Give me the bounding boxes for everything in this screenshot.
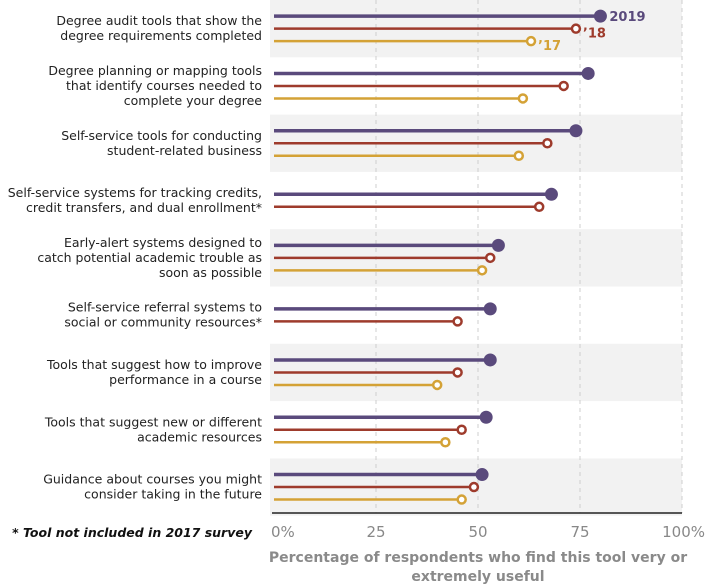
category-label: Guidance about courses you might: [43, 472, 262, 487]
lollipop-dot-2019: [475, 468, 489, 482]
x-axis-title: extremely useful: [411, 569, 544, 585]
legend-label-2017: ’17: [538, 39, 561, 54]
legend-label-2019: 2019: [609, 10, 645, 25]
lollipop-dot-2019: [544, 187, 558, 201]
category-label: credit transfers, and dual enrollment*: [26, 200, 262, 215]
legend-label-2018: ’18: [583, 27, 606, 42]
category-label: performance in a course: [109, 372, 262, 387]
category-label: student-related business: [107, 143, 262, 158]
lollipop-dot-2018: [452, 367, 463, 378]
category-label: that identify courses needed to: [66, 78, 262, 93]
lollipop-dot-2019: [581, 66, 595, 80]
lollipop-dot-2017: [476, 265, 488, 276]
category-label: soon as possible: [159, 265, 262, 280]
lollipop-dot-2018: [558, 80, 569, 92]
category-label: Early-alert systems designed to: [64, 235, 262, 250]
lollipop-dot-2018: [452, 316, 463, 327]
category-label: Tools that suggest new or different: [44, 414, 262, 429]
lollipop-dot-2017: [525, 35, 537, 47]
lollipop-dot-2019: [479, 410, 493, 424]
category-label: Self-service systems for tracking credit…: [8, 185, 262, 200]
category-label: Degree audit tools that show the: [56, 13, 262, 28]
category-label: catch potential academic trouble as: [37, 250, 262, 265]
lollipop-dot-2019: [491, 238, 505, 252]
x-tick-label: 100%: [662, 523, 705, 541]
lollipop-dot-2019: [569, 124, 583, 138]
lollipop-dot-2019: [483, 302, 497, 316]
category-label: complete your degree: [124, 93, 263, 108]
x-tick-label: 75: [570, 523, 589, 541]
category-label: social or community resources*: [64, 315, 262, 330]
lollipop-dot-2017: [513, 150, 525, 161]
category-label: consider taking in the future: [84, 487, 262, 502]
lollipop-dot-2019: [483, 353, 497, 367]
category-label: Self-service referral systems to: [68, 300, 262, 315]
lollipop-dot-2018: [456, 424, 467, 435]
lollipop-dot-2018: [533, 201, 545, 213]
x-tick-label: 0%: [271, 523, 295, 541]
lollipop-dot-2018: [570, 23, 582, 34]
footnote: * Tool not included in 2017 survey: [12, 525, 253, 540]
category-label: Tools that suggest how to improve: [46, 357, 262, 372]
category-label: Self-service tools for conducting: [61, 128, 262, 143]
lollipop-dot-2017: [431, 379, 443, 391]
lollipop-dot-2018: [468, 481, 480, 493]
category-label: degree requirements completed: [60, 28, 262, 43]
lollipop-dot-2017: [440, 437, 451, 448]
lollipop-dot-2018: [484, 252, 496, 264]
x-axis-title: Percentage of respondents who find this …: [269, 550, 687, 566]
lollipop-dot-2017: [456, 494, 467, 505]
lollipop-dot-2019: [593, 9, 607, 23]
category-label: Degree planning or mapping tools: [48, 63, 262, 78]
x-tick-label: 50: [468, 523, 487, 541]
lollipop-dot-2017: [517, 93, 529, 104]
lollipop-dot-2018: [542, 138, 553, 149]
x-tick-label: 25: [366, 523, 385, 541]
category-label: academic resources: [137, 429, 262, 444]
